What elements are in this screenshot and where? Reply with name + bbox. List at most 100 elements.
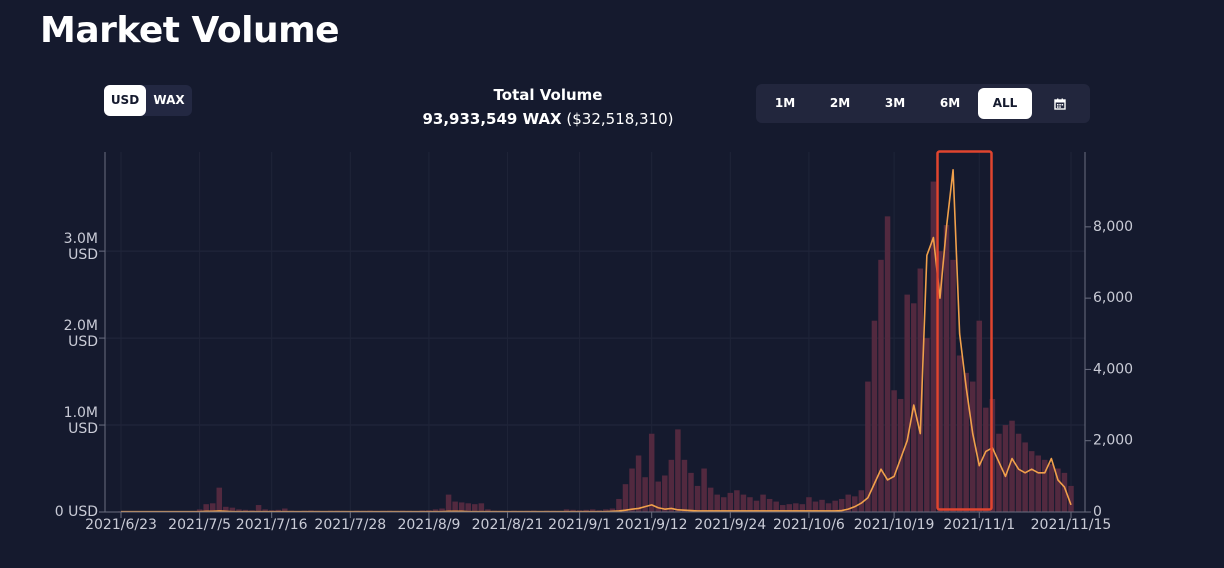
bar (917, 268, 924, 512)
bar (655, 481, 661, 512)
total-label: Total Volume (493, 86, 603, 104)
bar (478, 503, 485, 512)
bar (760, 494, 766, 512)
calendar-button[interactable] (1033, 88, 1087, 119)
bar (740, 494, 747, 512)
bar (1061, 472, 1068, 512)
bar (871, 320, 878, 512)
total-usd: ($32,518,310) (566, 110, 674, 128)
range-selector: 1M 2M 3M 6M ALL (756, 84, 1090, 123)
bar (563, 509, 570, 512)
bar (858, 490, 865, 512)
x-tick-label: 2021/8/21 (472, 517, 544, 533)
range-button[interactable]: ALL (978, 88, 1032, 119)
bar (956, 355, 963, 512)
bar (812, 501, 819, 512)
x-tick-label: 2021/6/23 (85, 517, 157, 533)
bar (891, 390, 897, 512)
bar (937, 251, 943, 512)
bar (1009, 420, 1015, 512)
bar (924, 338, 930, 512)
bar (852, 496, 858, 512)
range-button[interactable]: 3M (884, 96, 906, 110)
x-tick-label: 2021/7/28 (314, 517, 386, 533)
bar (1015, 433, 1022, 512)
y2-tick-label: 8,000 (1093, 219, 1133, 235)
bar (196, 509, 203, 512)
bar (216, 487, 223, 512)
bar (897, 398, 904, 512)
bar (648, 433, 655, 512)
bar (465, 503, 471, 512)
bar (878, 259, 884, 512)
bar (721, 497, 727, 512)
x-tick-label: 2021/8/9 (397, 517, 460, 533)
x-tick-label: 2021/11/15 (1031, 517, 1112, 533)
bar (1055, 468, 1061, 512)
y2-tick-label: 6,000 (1093, 290, 1133, 306)
bar (825, 503, 832, 512)
bar (662, 475, 668, 512)
currency-toggle: USD WAX (104, 85, 192, 116)
x-tick-label: 2021/11/1 (943, 517, 1015, 533)
bar (668, 459, 675, 512)
bar (1068, 485, 1074, 512)
bar (904, 294, 910, 512)
bar (1048, 464, 1055, 512)
bar (452, 501, 458, 512)
bar (458, 502, 465, 512)
y-tick-label: 0 USD (54, 504, 98, 520)
bar (681, 459, 688, 512)
y2-tick-label: 0 (1093, 504, 1102, 520)
total-wax: 93,933,549 WAX (422, 110, 562, 128)
bar (753, 500, 760, 512)
bar (884, 216, 891, 512)
toggle-option[interactable]: USD (104, 85, 146, 116)
bar (609, 508, 616, 512)
bar (209, 503, 216, 512)
bar (766, 498, 773, 512)
x-tick-label: 2021/9/24 (694, 517, 766, 533)
calendar-icon (1054, 98, 1066, 110)
bar (282, 508, 288, 512)
bar (603, 509, 609, 512)
range-button[interactable]: 2M (829, 96, 851, 110)
bar (930, 181, 937, 512)
y2-tick-label: 2,000 (1093, 433, 1133, 449)
bar (707, 487, 714, 512)
bar (806, 497, 812, 512)
bar (236, 509, 242, 512)
range-button[interactable]: 6M (939, 96, 961, 110)
bar (675, 429, 681, 512)
bar (701, 468, 707, 512)
bar (773, 501, 779, 512)
y-tick-label: 1.0M USD (63, 405, 98, 438)
bar (629, 468, 635, 512)
y-tick-label: 2.0M USD (63, 318, 98, 351)
bar (845, 494, 851, 512)
bar (747, 497, 753, 512)
bar (950, 259, 956, 512)
range-button[interactable]: 1M (774, 96, 796, 110)
y2-tick-label: 4,000 (1093, 361, 1133, 377)
bar (865, 381, 871, 512)
bar (439, 508, 445, 512)
page-title: Market Volume (40, 10, 340, 51)
y-tick-label: 3.0M USD (63, 231, 98, 264)
bar (734, 490, 740, 512)
bar (616, 498, 622, 512)
bar (1028, 451, 1035, 512)
bar (642, 477, 648, 512)
bar (799, 504, 806, 512)
bar (229, 507, 236, 512)
bar (694, 485, 701, 512)
bar (786, 504, 793, 512)
x-tick-label: 2021/10/19 (854, 517, 935, 533)
bar (635, 455, 642, 512)
bar (838, 498, 845, 512)
toggle-option[interactable]: WAX (153, 93, 185, 107)
bar (727, 492, 734, 512)
total-value: 93,933,549 WAX ($32,518,310) (348, 110, 748, 128)
